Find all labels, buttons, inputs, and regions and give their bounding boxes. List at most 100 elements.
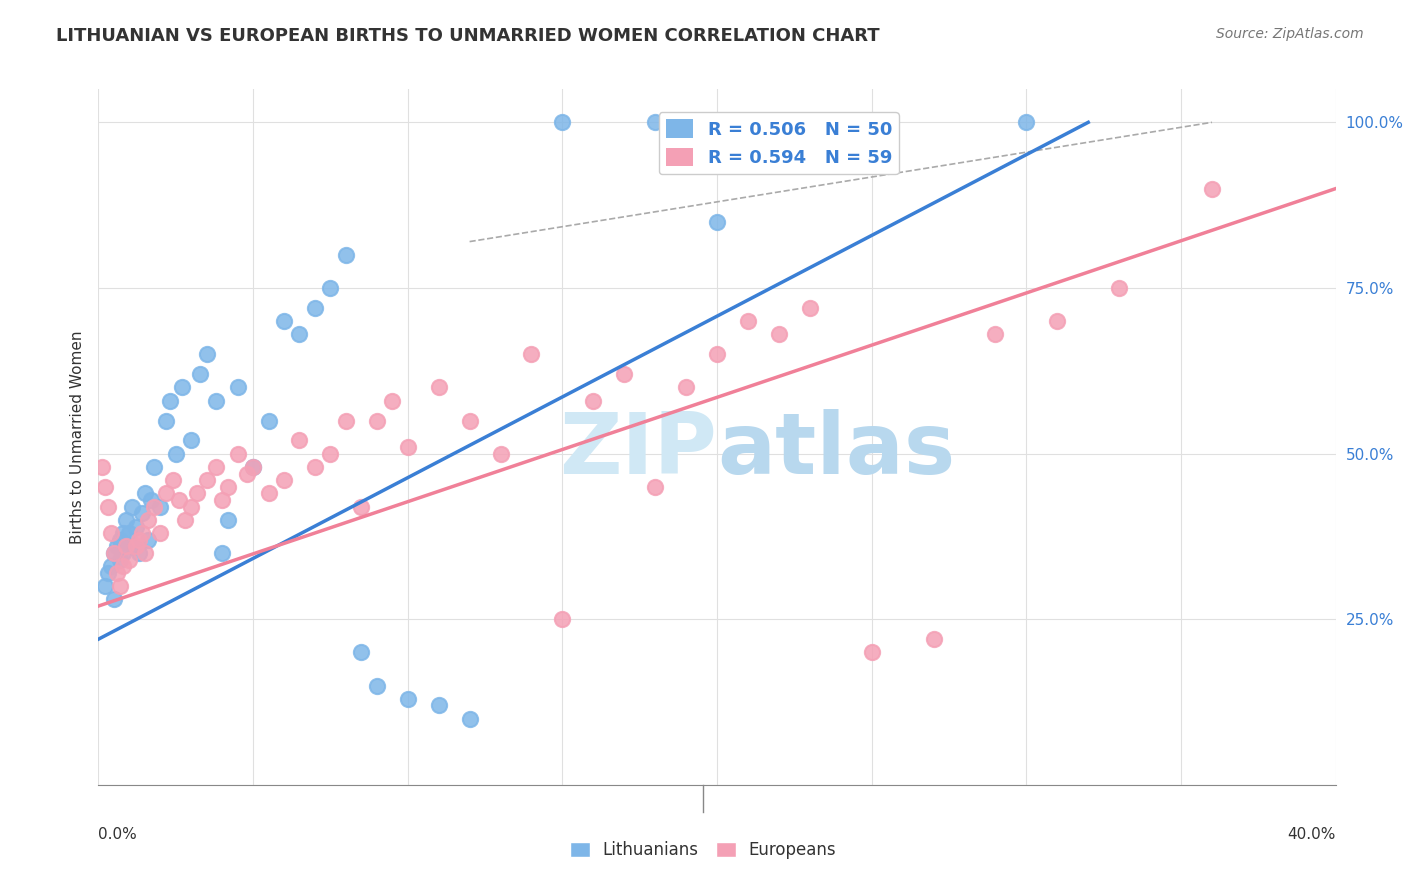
Point [319, 447, 342, 461]
Point [97, 566, 120, 580]
Point [288, 327, 311, 342]
Point [737, 314, 759, 328]
Point [458, 712, 481, 726]
Point [128, 546, 150, 560]
Point [162, 473, 184, 487]
Point [121, 540, 143, 554]
Point [205, 459, 228, 474]
Point [205, 393, 228, 408]
Text: 0.0%: 0.0% [98, 827, 138, 842]
Point [112, 559, 135, 574]
Point [108, 533, 131, 547]
Point [288, 434, 311, 448]
Point [112, 526, 135, 541]
Point [304, 301, 326, 315]
Point [860, 115, 883, 129]
Point [350, 645, 373, 659]
Point [226, 380, 249, 394]
Point [124, 519, 146, 533]
Point [108, 579, 131, 593]
Point [118, 526, 141, 541]
Point [551, 115, 574, 129]
Point [582, 393, 605, 408]
Point [1201, 181, 1223, 195]
Point [136, 513, 159, 527]
Point [1046, 314, 1069, 328]
Point [149, 500, 172, 514]
Point [217, 513, 239, 527]
Point [121, 500, 143, 514]
Point [458, 413, 481, 427]
Text: 40.0%: 40.0% [1288, 827, 1336, 842]
Point [242, 459, 264, 474]
Point [273, 314, 295, 328]
Point [396, 440, 419, 454]
Point [118, 552, 141, 566]
Point [706, 347, 728, 361]
Point [768, 327, 790, 342]
Point [675, 380, 697, 394]
Point [134, 486, 156, 500]
Point [381, 393, 404, 408]
Point [108, 552, 131, 566]
Point [105, 540, 128, 554]
Point [155, 413, 177, 427]
Point [170, 380, 193, 394]
Text: LITHUANIAN VS EUROPEAN BIRTHS TO UNMARRIED WOMEN CORRELATION CHART: LITHUANIAN VS EUROPEAN BIRTHS TO UNMARRI… [56, 27, 880, 45]
Point [100, 559, 122, 574]
Point [257, 486, 280, 500]
Text: Source: ZipAtlas.com: Source: ZipAtlas.com [1216, 27, 1364, 41]
Point [366, 413, 388, 427]
Y-axis label: Births to Unmarried Women: Births to Unmarried Women [69, 330, 84, 544]
Point [520, 347, 543, 361]
Point [112, 546, 135, 560]
Point [211, 546, 233, 560]
Point [613, 367, 636, 381]
Point [257, 413, 280, 427]
Point [103, 546, 125, 560]
Point [644, 115, 666, 129]
Point [706, 215, 728, 229]
Point [136, 533, 159, 547]
Point [551, 612, 574, 626]
Point [167, 493, 190, 508]
Point [93, 480, 115, 494]
Point [143, 459, 166, 474]
Point [242, 459, 264, 474]
Point [350, 500, 373, 514]
Point [1015, 115, 1038, 129]
Point [644, 480, 666, 494]
Point [115, 540, 138, 554]
Point [319, 281, 342, 295]
Point [180, 434, 202, 448]
Point [335, 413, 357, 427]
Point [139, 493, 162, 508]
Point [97, 500, 120, 514]
Point [105, 566, 128, 580]
Point [217, 480, 239, 494]
Point [396, 691, 419, 706]
Point [226, 447, 249, 461]
Point [143, 500, 166, 514]
Point [799, 301, 821, 315]
Point [124, 540, 146, 554]
Point [195, 347, 218, 361]
Point [131, 526, 153, 541]
Point [273, 473, 295, 487]
Point [335, 248, 357, 262]
Point [1108, 281, 1130, 295]
Point [190, 367, 212, 381]
Point [236, 467, 259, 481]
Point [159, 393, 181, 408]
Point [427, 380, 450, 394]
Point [149, 526, 172, 541]
Point [366, 679, 388, 693]
Point [100, 526, 122, 541]
Point [90, 459, 112, 474]
Point [174, 513, 197, 527]
Legend: R = 0.506   N = 50, R = 0.594   N = 59: R = 0.506 N = 50, R = 0.594 N = 59 [659, 112, 898, 174]
Point [180, 500, 202, 514]
Point [93, 579, 115, 593]
Point [860, 645, 883, 659]
Legend: Lithuanians, Europeans: Lithuanians, Europeans [562, 835, 844, 866]
